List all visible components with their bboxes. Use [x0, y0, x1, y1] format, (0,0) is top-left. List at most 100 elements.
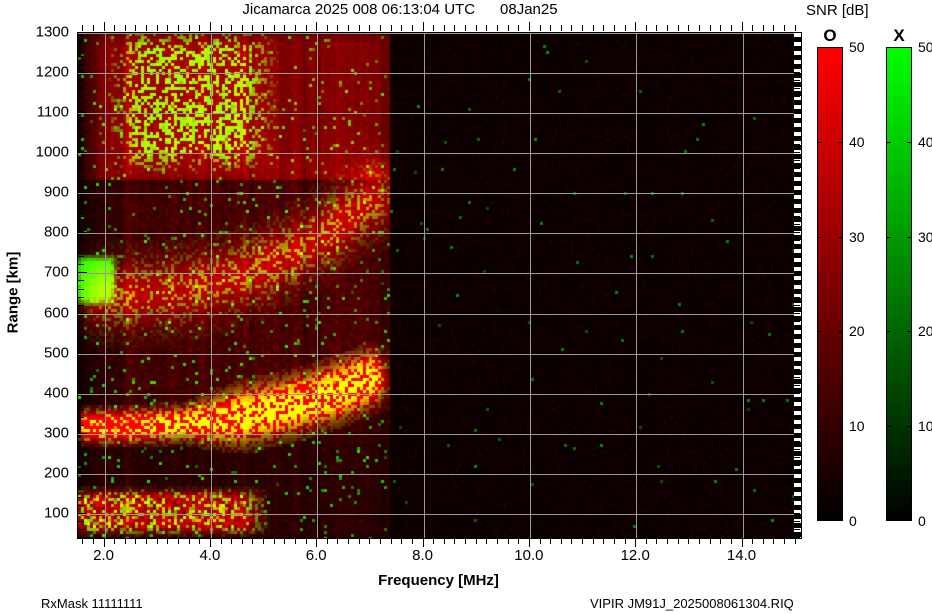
y-tick-left: [78, 120, 84, 121]
x-tick-bottom: [561, 538, 562, 544]
x-tick-top: [497, 25, 498, 31]
y-tick-left: [78, 104, 84, 105]
x-tick-top: [231, 25, 232, 31]
y-tick-left: [78, 425, 84, 426]
y-tick-right: [794, 441, 800, 442]
y-tick-right: [794, 305, 800, 306]
x-tick-top: [486, 25, 487, 31]
x-axis-title: Frequency [MHz]: [378, 572, 499, 589]
x-tick-bottom: [752, 538, 753, 544]
x-tick-top: [369, 25, 370, 31]
y-tick-left: [78, 240, 84, 241]
x-tick-bottom: [508, 538, 509, 544]
y-tick-right: [794, 345, 800, 346]
y-tick-left: [78, 521, 84, 522]
x-tick-top: [242, 25, 243, 31]
ionogram-plot-area: [77, 32, 802, 539]
x-tick-bottom: [731, 538, 732, 544]
colorbar-tick-label: 30: [918, 229, 932, 245]
y-tick-right: [794, 216, 800, 217]
y-tick-right: [794, 449, 800, 450]
y-tick-right: [794, 521, 800, 522]
y-tick-right: [794, 280, 800, 281]
y-tick-left: [78, 176, 84, 177]
x-tick-top: [210, 22, 211, 31]
x-tick-bottom: [688, 538, 689, 544]
y-tick-left: [78, 280, 84, 281]
x-tick-bottom: [550, 538, 551, 544]
x-tick-top: [104, 22, 105, 31]
x-tick-top: [359, 25, 360, 31]
y-tick-left: [78, 272, 87, 273]
x-tick-bottom: [316, 538, 317, 547]
y-tick-right: [794, 160, 800, 161]
x-tick-bottom: [369, 538, 370, 544]
x-tick-bottom: [274, 538, 275, 544]
x-tick-top: [710, 25, 711, 31]
y-tick-right: [794, 377, 800, 378]
x-tick-top: [529, 22, 530, 31]
x-tick-bottom: [540, 538, 541, 544]
x-tick-bottom: [784, 538, 785, 544]
y-tick-left: [78, 457, 84, 458]
x-tick-bottom: [242, 538, 243, 544]
y-tick-right: [794, 80, 800, 81]
y-tick-right: [794, 529, 800, 530]
y-tick-right: [794, 256, 800, 257]
y-tick-left: [78, 393, 87, 394]
y-tick-right: [791, 192, 800, 193]
y-tick-right: [794, 224, 800, 225]
x-tick-top: [625, 25, 626, 31]
x-tick-top: [221, 25, 222, 31]
x-tick-bottom: [295, 538, 296, 544]
x-tick-top: [646, 25, 647, 31]
y-tick-right: [794, 369, 800, 370]
y-tick-left: [78, 256, 84, 257]
colorbar-tick: [907, 237, 912, 238]
x-tick-bottom: [635, 538, 636, 547]
y-tick-right: [794, 321, 800, 322]
y-tick-right: [794, 248, 800, 249]
x-tick-top: [348, 25, 349, 31]
x-tick-top: [412, 25, 413, 31]
x-tick-bottom: [720, 538, 721, 544]
y-tick-left: [78, 80, 84, 81]
colorbar-tick: [817, 426, 822, 427]
x-tick-label: 12.0: [620, 547, 650, 564]
y-tick-left: [78, 449, 84, 450]
x-tick-bottom: [614, 538, 615, 544]
x-tick-bottom: [359, 538, 360, 544]
x-tick-top: [423, 22, 424, 31]
x-tick-bottom: [93, 538, 94, 544]
x-tick-bottom: [231, 538, 232, 544]
x-tick-bottom: [476, 538, 477, 544]
colorbar-tick-label: 40: [849, 134, 865, 150]
x-tick-bottom: [391, 538, 392, 544]
y-axis-title: Range [km]: [4, 251, 22, 334]
x-tick-top: [603, 25, 604, 31]
x-tick-top: [178, 25, 179, 31]
y-tick-left: [78, 321, 84, 322]
y-tick-right: [794, 385, 800, 386]
y-tick-label: 400: [43, 384, 69, 402]
y-tick-left: [78, 32, 87, 33]
x-tick-top: [678, 25, 679, 31]
y-tick-right: [794, 497, 800, 498]
x-tick-bottom: [178, 538, 179, 544]
y-tick-right: [791, 393, 800, 394]
x-tick-label: 8.0: [412, 547, 433, 564]
y-tick-left: [78, 329, 84, 330]
x-tick-top: [380, 25, 381, 31]
y-tick-right: [794, 329, 800, 330]
y-tick-left: [78, 441, 84, 442]
y-tick-left: [78, 401, 84, 402]
y-tick-right: [794, 128, 800, 129]
colorbar-x-letter: X: [893, 26, 905, 45]
source-file-label: VIPIR JM91J_2025008061304.RIQ: [590, 596, 794, 611]
x-tick-bottom: [263, 538, 264, 544]
y-tick-label: 800: [43, 223, 69, 241]
y-tick-left: [78, 224, 84, 225]
y-tick-right: [791, 513, 800, 514]
x-tick-bottom: [114, 538, 115, 544]
colorbar-tick: [886, 237, 891, 238]
